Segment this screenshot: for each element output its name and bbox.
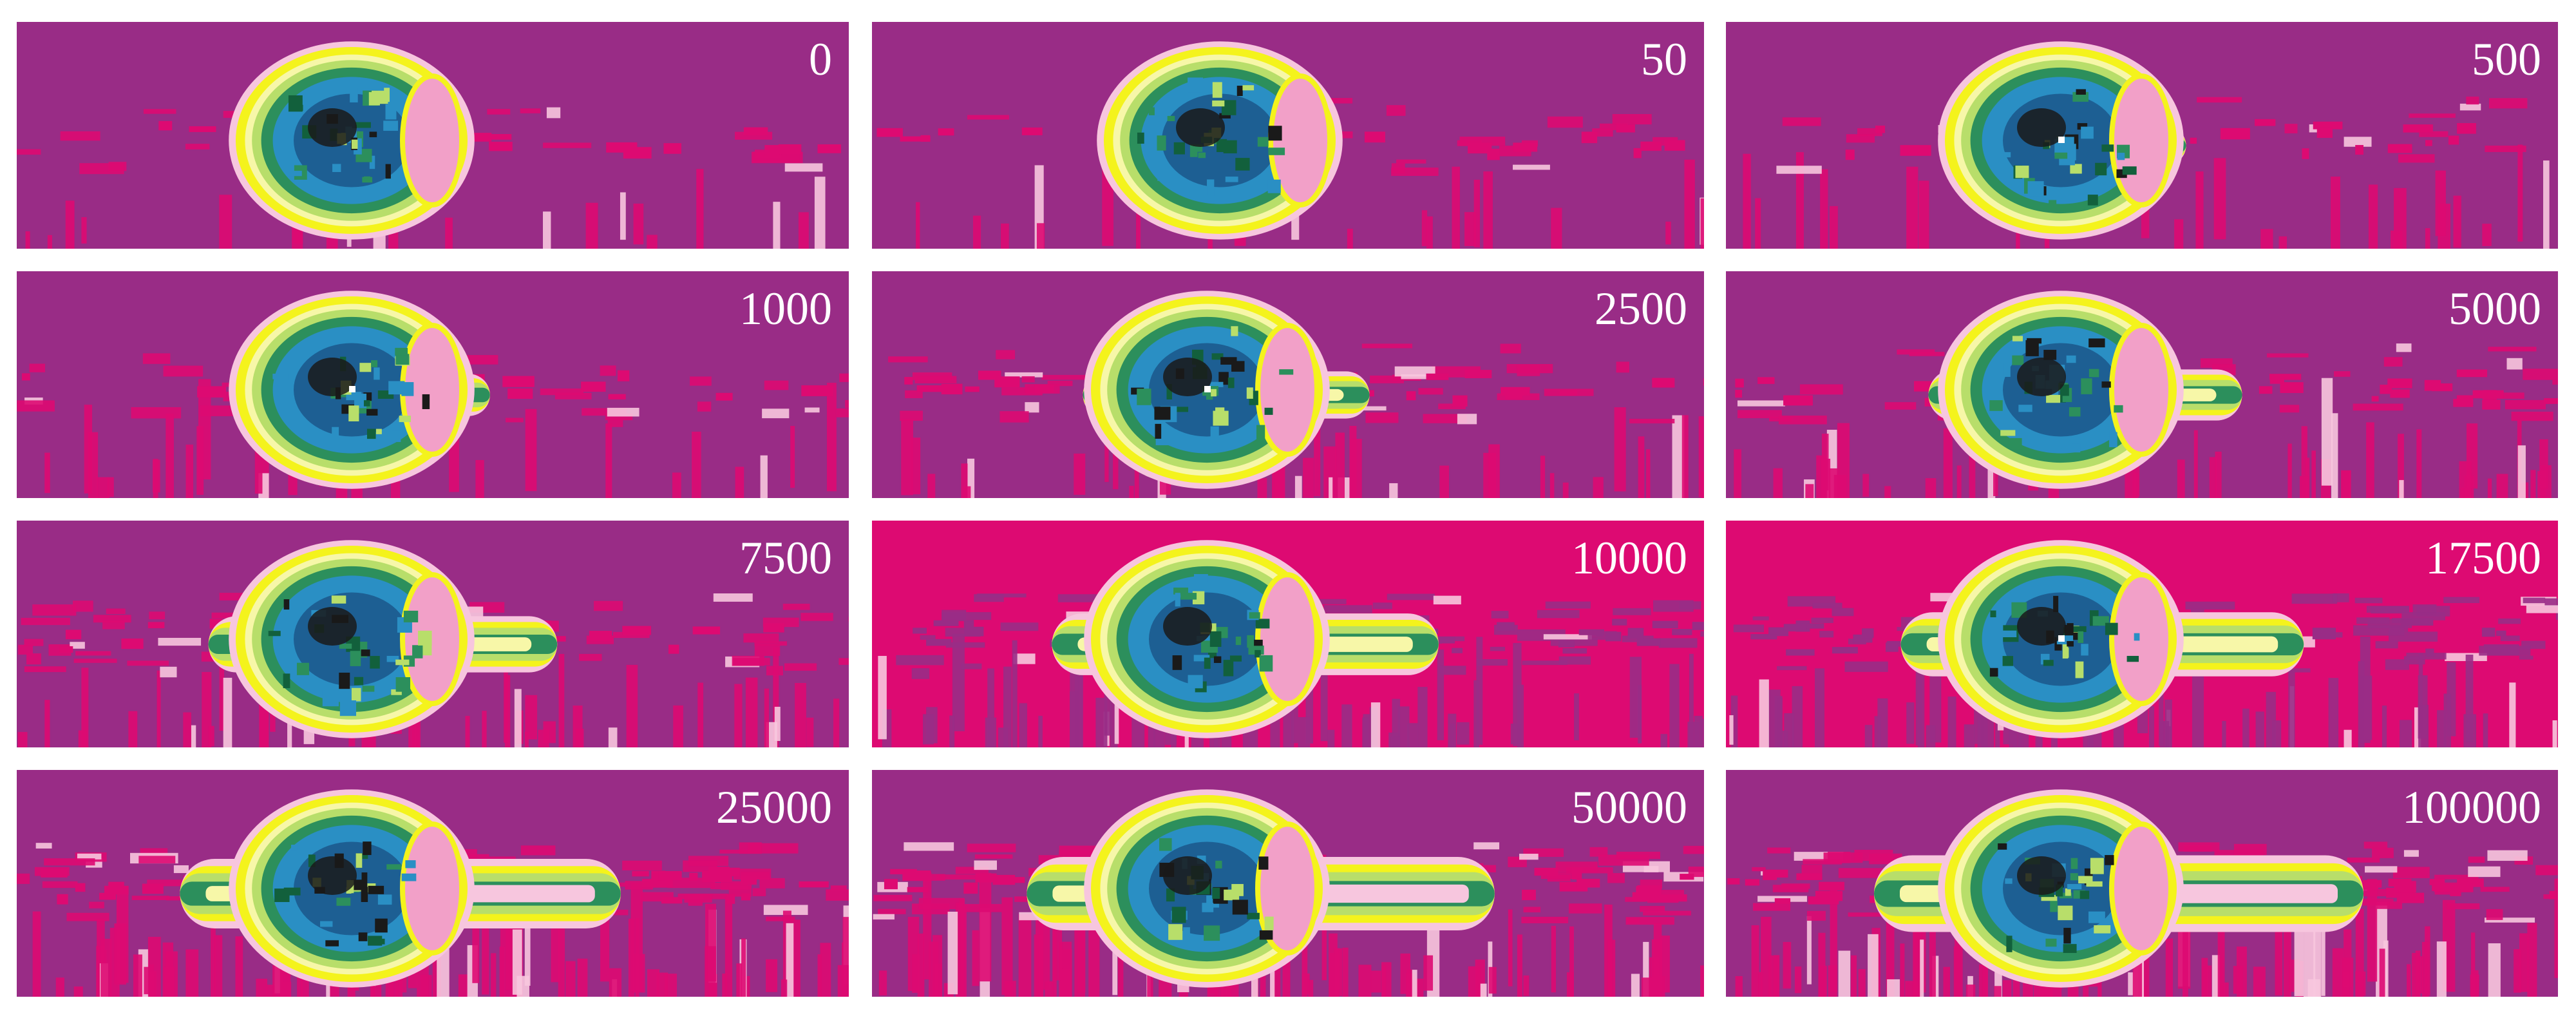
panel-label: 0 — [809, 34, 832, 85]
thermal-image — [1726, 521, 2558, 747]
thermal-panel: 25000 — [17, 770, 849, 997]
thermal-image — [1726, 22, 2558, 249]
panel-label: 100000 — [2402, 782, 2541, 833]
thermal-image — [17, 770, 849, 997]
thermal-panel: 500 — [1726, 22, 2558, 249]
panel-label: 2500 — [1595, 283, 1687, 334]
thermal-panel: 5000 — [1726, 271, 2558, 498]
thermal-panel: 2500 — [872, 271, 1704, 498]
thermal-panel: 50 — [872, 22, 1704, 249]
thermal-panel: 1000 — [17, 271, 849, 498]
panel-label: 10000 — [1571, 532, 1687, 584]
subject — [1900, 540, 2304, 738]
thermal-panel: 7500 — [17, 521, 849, 747]
subject — [1083, 291, 1370, 489]
thermal-image — [17, 22, 849, 249]
subject — [229, 291, 490, 489]
subject — [1052, 540, 1439, 738]
panel-label: 25000 — [716, 782, 832, 833]
subject — [229, 41, 475, 240]
thermal-panel: 0 — [17, 22, 849, 249]
background-noise — [876, 98, 1704, 249]
panel-label: 1000 — [739, 283, 832, 334]
thermal-panel: 100000 — [1726, 770, 2558, 997]
subject — [208, 540, 558, 738]
thermal-panel: 17500 — [1726, 521, 2558, 747]
panel-label: 5000 — [2448, 283, 2541, 334]
thermal-panel: 50000 — [872, 770, 1704, 997]
thermal-image — [1726, 770, 2558, 997]
subject — [1928, 291, 2242, 489]
panel-label: 17500 — [2425, 532, 2541, 584]
subject — [1027, 789, 1495, 988]
thermal-image — [872, 22, 1704, 249]
subject — [1938, 41, 2186, 240]
panel-label: 500 — [2472, 34, 2541, 85]
subject — [180, 789, 621, 988]
thermal-image — [872, 521, 1704, 747]
subject — [1097, 41, 1343, 240]
panel-label: 50 — [1641, 34, 1687, 85]
thermal-image — [872, 770, 1704, 997]
thermal-image — [1726, 271, 2558, 498]
thermal-panel: 10000 — [872, 521, 1704, 747]
panel-label: 50000 — [1571, 782, 1687, 833]
thermal-image — [17, 521, 849, 747]
panel-label: 7500 — [739, 532, 832, 584]
thermal-image — [872, 271, 1704, 498]
subject — [1874, 789, 2363, 988]
thermal-image — [17, 271, 849, 498]
